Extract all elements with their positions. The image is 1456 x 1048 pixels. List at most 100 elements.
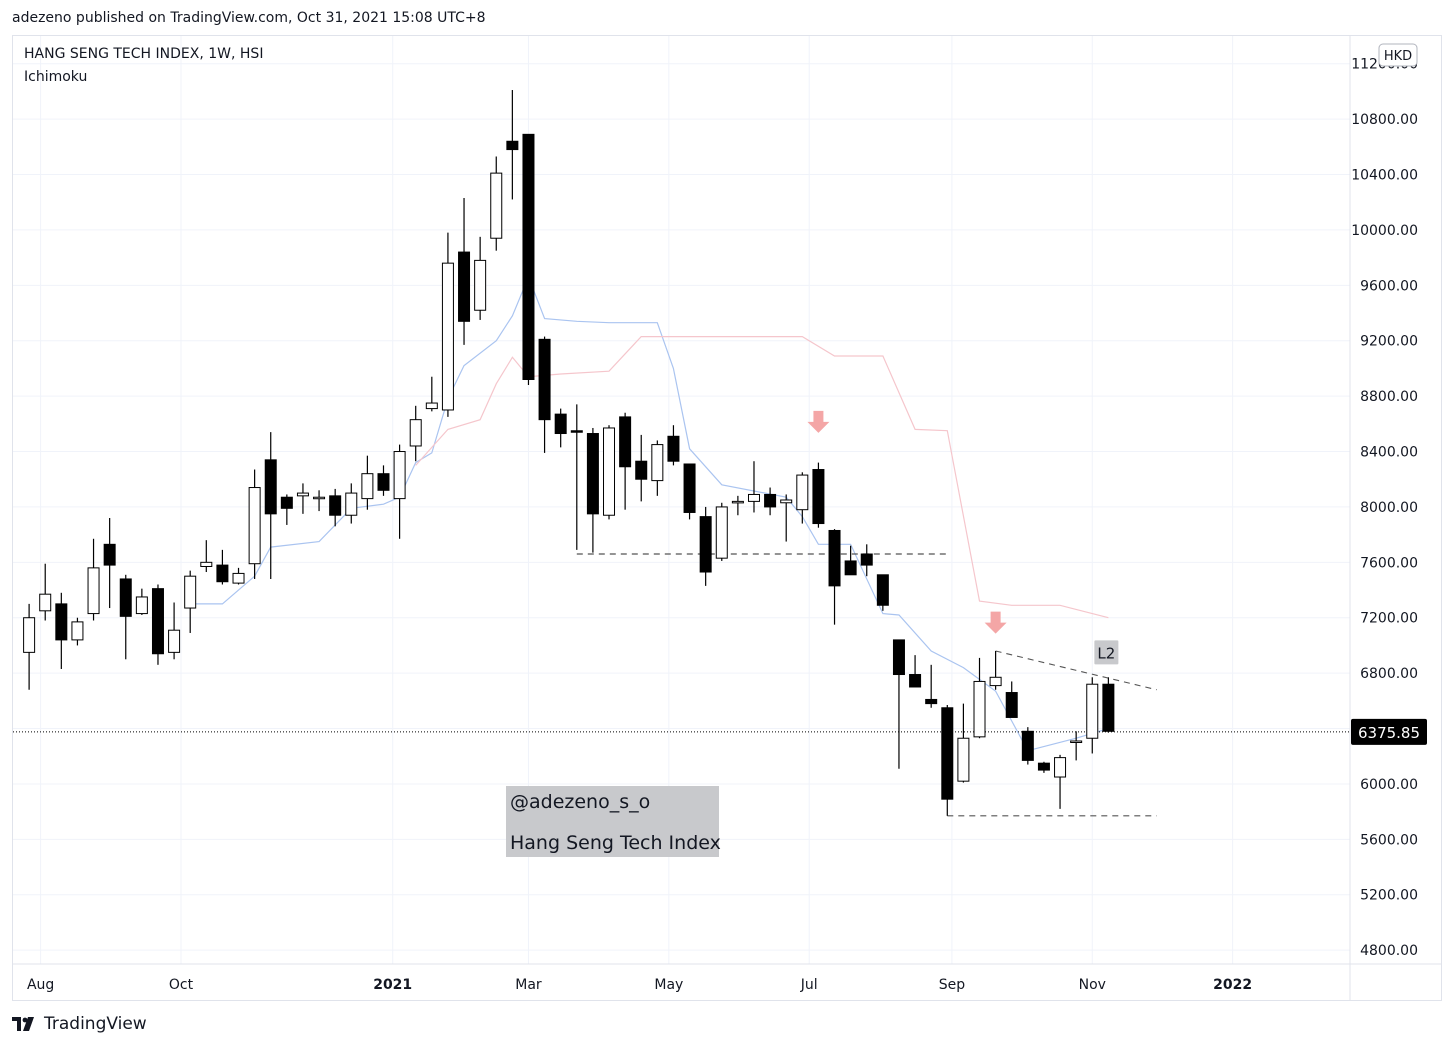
- currency-label: HKD: [1384, 49, 1412, 64]
- candle: [941, 704, 954, 816]
- candle-body: [1086, 683, 1099, 739]
- candle-body: [1054, 757, 1067, 778]
- candle: [119, 574, 132, 660]
- candle-body: [812, 469, 825, 525]
- y-tick-label: 8400.00: [1360, 445, 1418, 461]
- candle-body: [329, 495, 342, 516]
- candle: [586, 427, 599, 553]
- candle: [345, 483, 358, 524]
- candle-body: [135, 596, 148, 615]
- candle: [1021, 727, 1034, 765]
- symbol-title[interactable]: HANG SENG TECH INDEX, 1W, HSI: [24, 46, 264, 62]
- candle-body: [1070, 740, 1083, 744]
- currency-badge: [1378, 43, 1418, 67]
- watermark-title: Hang Seng Tech Index: [510, 832, 721, 854]
- candle: [425, 376, 438, 412]
- candle-body: [554, 413, 567, 435]
- candle-body: [474, 259, 487, 311]
- candle-body: [393, 451, 406, 500]
- candle-body: [296, 492, 309, 497]
- candle-body: [119, 578, 132, 617]
- candle-body: [925, 698, 938, 705]
- y-tick-label: 6000.00: [1360, 777, 1418, 793]
- level-label: L2: [1097, 644, 1115, 662]
- candle-body: [764, 493, 777, 508]
- x-tick-label: Oct: [169, 977, 194, 993]
- candle: [168, 602, 181, 660]
- candle-body: [844, 560, 857, 576]
- x-tick-label: Mar: [515, 977, 542, 993]
- candle-body: [892, 639, 905, 676]
- candle-body: [151, 588, 164, 655]
- x-tick-label: 2021: [373, 977, 412, 993]
- candle: [441, 232, 454, 417]
- candle: [747, 461, 760, 513]
- x-tick-label: Nov: [1079, 977, 1106, 993]
- candle-body: [586, 433, 599, 515]
- candle-body: [780, 499, 793, 504]
- candle: [135, 588, 148, 615]
- candle: [458, 198, 471, 345]
- candle-body: [409, 419, 422, 447]
- candle-body: [667, 435, 680, 462]
- indicator-legend[interactable]: Ichimoku: [24, 69, 88, 85]
- ichimoku-layer: [190, 275, 1109, 752]
- last-price-label: 6375.85: [1358, 724, 1420, 742]
- candle: [184, 570, 197, 633]
- candle: [506, 90, 519, 200]
- drawing-layer: [13, 410, 1350, 817]
- candle: [55, 592, 68, 669]
- candle-layer: [23, 90, 1115, 816]
- candle-body: [71, 621, 84, 641]
- candle: [216, 549, 229, 585]
- candle-body: [345, 492, 358, 516]
- candle: [973, 657, 986, 739]
- candle-body: [23, 617, 36, 653]
- candle-body: [184, 575, 197, 609]
- candle: [313, 490, 326, 512]
- candle-body: [1021, 730, 1034, 761]
- candle: [377, 465, 390, 496]
- candle: [1054, 754, 1067, 809]
- y-tick-label: 5200.00: [1360, 888, 1418, 904]
- candle: [715, 502, 728, 561]
- y-tick-label: 7600.00: [1360, 555, 1418, 571]
- x-tick-label: Jul: [800, 977, 818, 993]
- y-tick-label: 10800.00: [1351, 112, 1418, 128]
- candle-body: [280, 496, 293, 509]
- candle-body: [570, 430, 583, 433]
- candle: [232, 567, 245, 585]
- label-layer: @adezeno_s_o Hang Seng Tech Index L2: [506, 640, 1119, 857]
- y-tick-label: 6800.00: [1360, 666, 1418, 682]
- candle-body: [103, 543, 116, 566]
- candle: [812, 462, 825, 528]
- candle-body: [522, 133, 535, 380]
- candle-body: [441, 262, 454, 411]
- candle-body: [1005, 692, 1018, 718]
- candle: [248, 469, 261, 579]
- candle: [828, 529, 841, 625]
- footer-brand[interactable]: TradingView: [12, 1014, 147, 1034]
- x-tick-label: May: [654, 977, 683, 993]
- candle: [1005, 681, 1018, 718]
- candle-body: [1037, 762, 1050, 771]
- y-tick-label: 5600.00: [1360, 832, 1418, 848]
- candle: [538, 336, 551, 453]
- candle: [619, 412, 632, 510]
- descending-trendline: [995, 650, 1157, 691]
- y-tick-label: 8000.00: [1360, 500, 1418, 516]
- candle-body: [55, 603, 68, 641]
- candle-body: [200, 561, 213, 567]
- candle: [780, 494, 793, 542]
- candle: [409, 405, 422, 462]
- x-tick-label: 2022: [1213, 977, 1252, 993]
- candle-body: [876, 574, 889, 606]
- candle: [393, 444, 406, 539]
- candle-body: [313, 496, 326, 500]
- axis-layer: 4800.005200.005600.006000.006400.006800.…: [13, 36, 1442, 1000]
- candle-body: [168, 629, 181, 653]
- tenkan-line: [190, 275, 1109, 752]
- candle-body: [458, 251, 471, 322]
- y-tick-label: 10400.00: [1351, 168, 1418, 184]
